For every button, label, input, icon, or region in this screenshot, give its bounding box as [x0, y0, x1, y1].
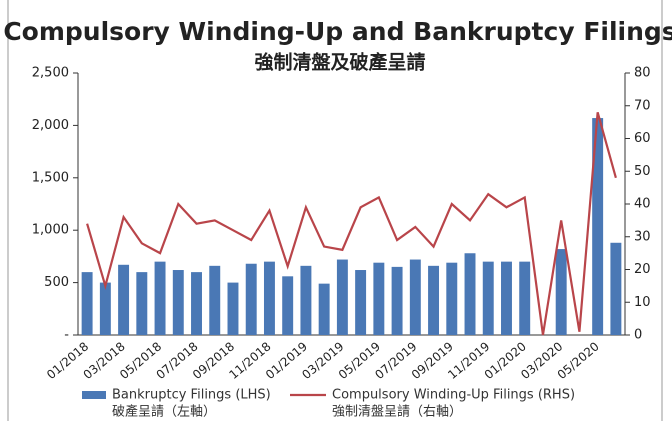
legend-swatch — [82, 391, 106, 399]
bar — [519, 261, 531, 335]
y-tick-label: 1,500 — [32, 170, 69, 185]
bar — [263, 261, 275, 335]
bar — [245, 263, 257, 335]
bar — [336, 259, 348, 335]
line — [86, 112, 617, 336]
bar — [227, 282, 239, 335]
bar — [172, 270, 184, 335]
bar — [555, 249, 567, 335]
legend-sublabel: 破產呈請（左軸） — [112, 404, 216, 420]
y2-tick-label: 80 — [634, 66, 651, 81]
bar — [99, 282, 111, 335]
y2-tick-label: 50 — [634, 164, 651, 179]
bar — [154, 261, 166, 335]
bar — [81, 272, 93, 335]
bar — [355, 270, 367, 335]
bar — [191, 272, 202, 335]
bar — [282, 276, 294, 335]
bar — [482, 261, 494, 335]
y2-tick-label: 0 — [634, 328, 642, 343]
y2-tick-label: 10 — [634, 295, 651, 310]
y2-tick-label: 30 — [634, 229, 651, 244]
bar — [136, 272, 148, 335]
y-tick-label: 2,000 — [32, 118, 69, 133]
bar — [610, 242, 622, 335]
legend-sublabel: 強制清盤呈請（右軸） — [332, 405, 462, 420]
bar — [300, 265, 312, 335]
y2-tick-label: 40 — [634, 197, 651, 212]
bar — [318, 283, 330, 335]
bar — [373, 262, 385, 335]
chart-subtitle: 強制清盤及破產呈請 — [254, 51, 425, 74]
bar — [446, 262, 458, 335]
y2-tick-label: 60 — [634, 131, 651, 146]
bar — [501, 261, 512, 335]
bar — [409, 259, 421, 335]
bar — [428, 265, 440, 335]
y2-tick-label: 20 — [634, 262, 651, 277]
bar — [592, 118, 604, 336]
chart-title: Compulsory Winding-Up and Bankruptcy Fil… — [3, 17, 672, 46]
legend-label: Compulsory Winding-Up Filings (RHS) — [332, 388, 575, 403]
legend-label: Bankruptcy Filings (LHS) — [112, 388, 271, 403]
bar — [464, 253, 476, 335]
y-tick-label: 500 — [44, 275, 69, 290]
y2-tick-label: 70 — [634, 98, 651, 113]
y-tick-label: 1,000 — [32, 223, 69, 238]
y-tick-label: - — [64, 328, 69, 343]
bar — [391, 266, 403, 335]
bar — [118, 264, 130, 335]
bar — [209, 265, 221, 335]
y-tick-label: 2,500 — [32, 66, 69, 81]
